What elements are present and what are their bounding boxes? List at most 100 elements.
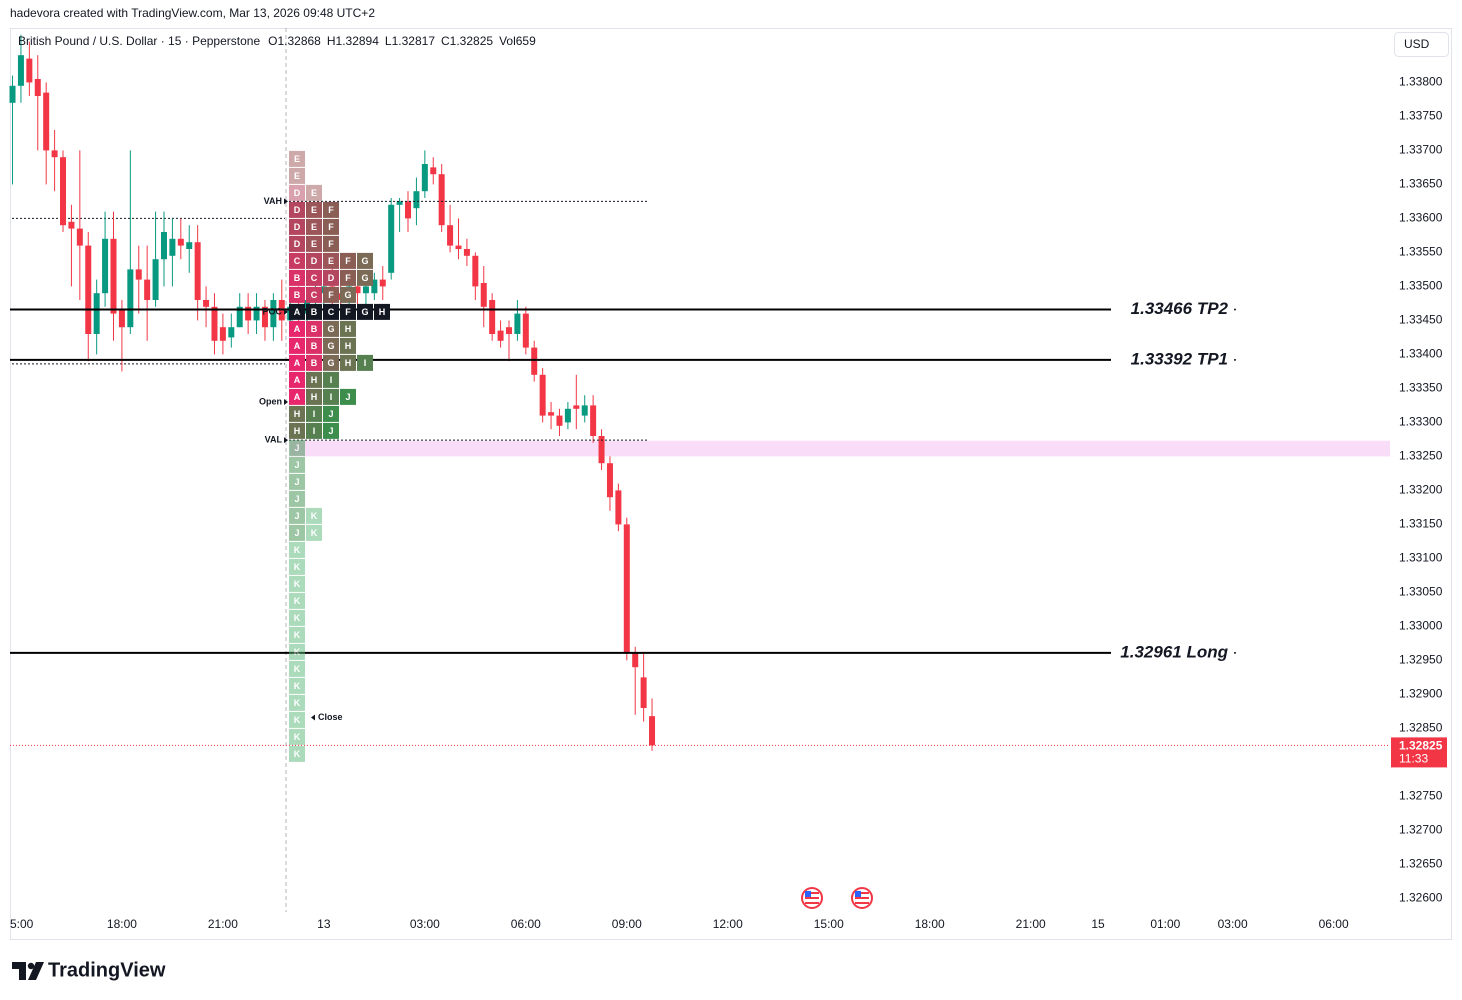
y-tick-label: 1.33100 (1399, 551, 1443, 565)
candles-layer (9, 34, 656, 751)
tpo-cell (306, 286, 322, 303)
candle-body (522, 313, 529, 348)
candle-body (261, 306, 268, 328)
tpo-cell (289, 558, 305, 575)
candle-body (447, 225, 454, 246)
tpo-letter: K (294, 681, 301, 691)
y-tick-label: 1.33000 (1399, 619, 1443, 633)
tpo-letter: H (294, 426, 301, 436)
candle-body (497, 330, 504, 341)
event-flag[interactable] (801, 887, 823, 909)
tpo-letter: C (311, 273, 318, 283)
tpo-cell (289, 507, 305, 524)
x-tick-label: 15 (1091, 917, 1105, 931)
tpo-cell (323, 269, 339, 286)
event-flag[interactable] (851, 887, 873, 909)
candle-body (236, 306, 243, 328)
candle-body (76, 228, 83, 246)
tpo-cell (306, 184, 322, 201)
tpo-letter: G (327, 324, 334, 334)
candle-body (598, 436, 605, 464)
candle-body (556, 415, 563, 426)
y-tick-label: 1.33450 (1399, 313, 1443, 327)
tpo-cell (306, 303, 322, 320)
tpo-letter: H (294, 409, 301, 419)
tpo-cell (340, 269, 356, 286)
y-tick-label: 1.33350 (1399, 381, 1443, 395)
tpo-cell (289, 490, 305, 507)
tpo-letter: G (327, 341, 334, 351)
tpo-letter: J (328, 409, 333, 419)
tpo-cell (323, 371, 339, 388)
candle-body (606, 463, 613, 498)
tpo-letter: F (345, 273, 351, 283)
candle-body (539, 374, 546, 416)
tpo-letter: K (294, 647, 301, 657)
tpo-letter: K (294, 613, 301, 623)
tpo-letter: A (294, 341, 301, 351)
tpo-cell (289, 405, 305, 422)
tpo-cell (323, 354, 339, 371)
tpo-cell (289, 354, 305, 371)
tpo-letter: J (294, 511, 299, 521)
tpo-cell (323, 388, 339, 405)
tpo-letter: D (294, 222, 301, 232)
currency-button[interactable] (1394, 32, 1449, 57)
tpo-letter: E (311, 222, 317, 232)
close-marker-label: Close (318, 712, 343, 722)
tpo-letter: A (294, 358, 301, 368)
tpo-letter: I (330, 392, 333, 402)
tpo-letter: K (294, 664, 301, 674)
tpo-letter: G (327, 358, 334, 368)
profile-row: K (289, 694, 305, 711)
tpo-letter: K (294, 562, 301, 572)
close-marker-arrow (311, 714, 315, 721)
candle-body (379, 279, 386, 287)
candle-body (649, 716, 656, 746)
tpo-letter: J (328, 426, 333, 436)
level-label: 1.33466 TP2 (1131, 299, 1229, 318)
candle-body (438, 174, 445, 226)
profile-row: H I J (289, 405, 339, 422)
candle-body (177, 238, 184, 246)
currency-label[interactable]: USD (1404, 37, 1430, 51)
tpo-cell (289, 235, 305, 252)
candle-body (564, 408, 571, 423)
tpo-letter: K (311, 528, 318, 538)
candle-body (413, 191, 420, 209)
tpo-cell (374, 303, 390, 320)
candle-body (581, 405, 588, 416)
tpo-cell (289, 660, 305, 677)
tpo-letter: I (313, 409, 316, 419)
profile-row: E (289, 150, 305, 167)
tpo-letter: F (345, 307, 351, 317)
candle-body (186, 242, 193, 249)
candle-body (623, 524, 630, 654)
tpo-cell (357, 252, 373, 269)
legend-ohlc-label: L (385, 34, 392, 48)
tpo-letter: K (294, 579, 301, 589)
tpo-letter: C (328, 307, 335, 317)
tpo-letter: E (294, 171, 300, 181)
candle-body (110, 238, 117, 314)
candle-body (489, 300, 496, 334)
open-marker-arrow (284, 399, 288, 405)
tpo-cell (289, 167, 305, 184)
candle-body (102, 238, 109, 294)
candle-body (152, 259, 159, 300)
candle-body (9, 85, 16, 103)
legend-symbol: British Pound / U.S. Dollar · 15 · Peppe… (18, 34, 260, 48)
candle-body (430, 167, 437, 175)
y-tick-label: 1.33250 (1399, 449, 1443, 463)
y-tick-label: 1.33200 (1399, 483, 1443, 497)
poc-marker-arrow (284, 308, 288, 315)
profile-row: K (289, 541, 305, 558)
tpo-cell (323, 405, 339, 422)
y-tick-label: 1.33050 (1399, 585, 1443, 599)
